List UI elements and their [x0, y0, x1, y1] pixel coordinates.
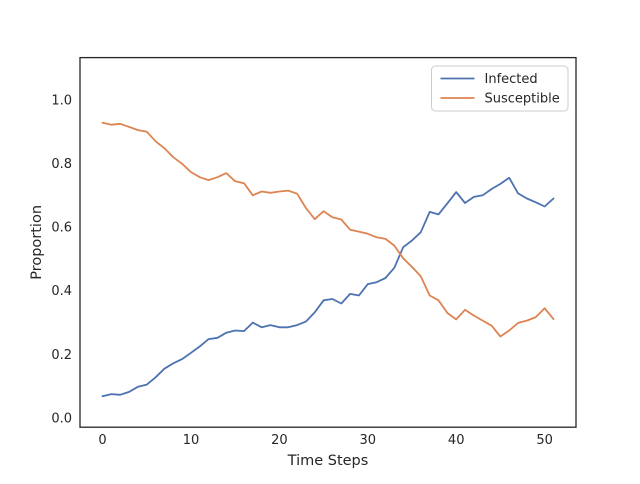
y-tick-label: 0.4 — [51, 284, 72, 299]
y-tick-labels: 0.0 0.2 0.4 0.6 0.8 1.0 — [51, 93, 72, 426]
y-axis-label: Proportion — [29, 205, 45, 280]
y-tick-label: 0.8 — [51, 157, 72, 172]
y-tick-label: 1.0 — [51, 93, 72, 108]
legend-box — [431, 65, 569, 112]
x-tick-label: 40 — [448, 433, 465, 448]
infected-line — [101, 176, 555, 398]
x-tick-label: 20 — [271, 433, 288, 448]
y-tick-label: 0.0 — [51, 412, 72, 427]
legend-label-infected: Infected — [485, 72, 538, 87]
y-tick-label: 0.2 — [51, 348, 72, 363]
susceptible-line — [101, 121, 555, 338]
legend-label-susceptible: Susceptible — [485, 92, 560, 107]
x-tick-label: 50 — [536, 433, 553, 448]
x-tick-label: 0 — [98, 433, 106, 448]
series-lines — [101, 121, 555, 398]
x-tick-labels: 0 10 20 30 40 50 — [98, 433, 553, 448]
x-tick-label: 30 — [360, 433, 377, 448]
y-tick-label: 0.6 — [51, 221, 72, 236]
x-axis-label: Time Steps — [287, 453, 369, 469]
axes-spines — [79, 56, 577, 428]
plot-area — [80, 57, 576, 428]
x-tick-label: 10 — [183, 433, 200, 448]
legend: Infected Susceptible — [431, 65, 569, 112]
